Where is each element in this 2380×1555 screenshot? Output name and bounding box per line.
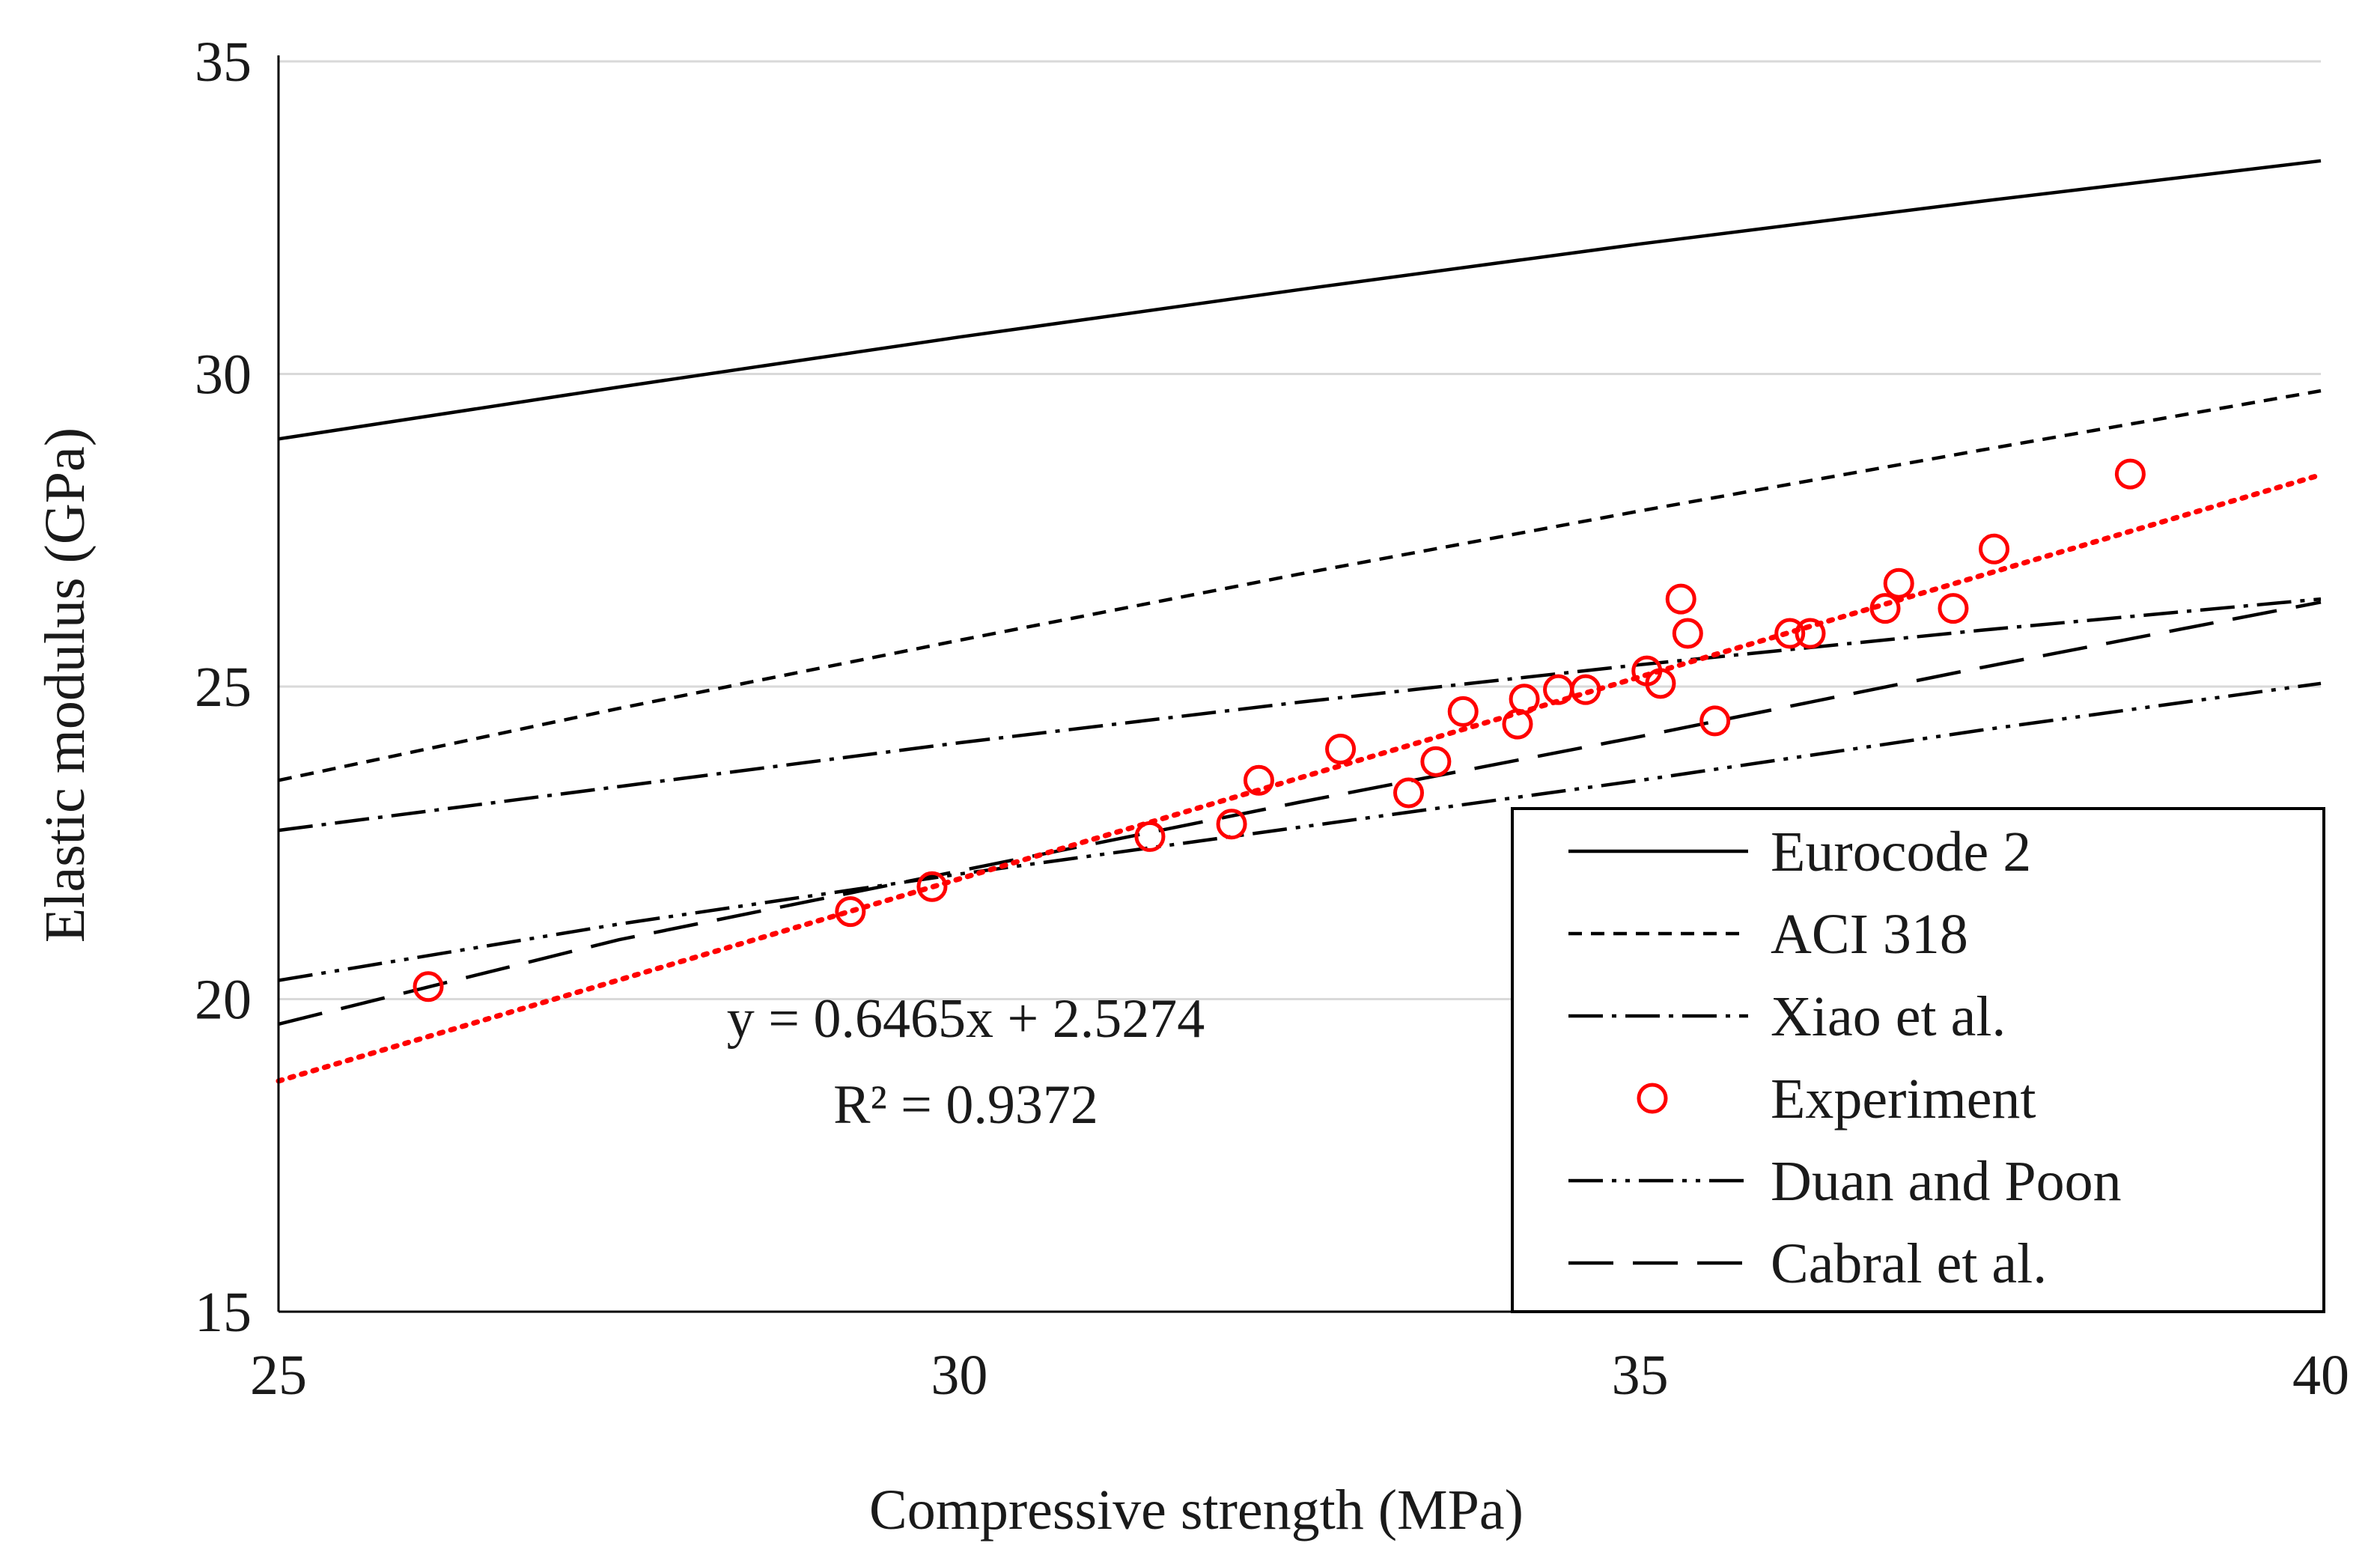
series-line-eurocode-2 <box>278 159 2322 441</box>
experiment-point-24 <box>1938 593 1969 624</box>
series-line-aci-318 <box>278 389 2322 782</box>
experiment-point-23 <box>1883 567 1914 599</box>
x-tick-label-35: 35 <box>1612 1344 1669 1407</box>
x-axis-title: Compressive strength (MPa) <box>869 1479 1524 1542</box>
axes: 15 20 25 30 35 25 30 35 40 <box>195 31 2349 1407</box>
legend-label-experiment: Experiment <box>1771 1068 2036 1131</box>
legend-label-aci-318: ACI 318 <box>1771 903 1968 966</box>
experiment-point-17 <box>1665 583 1696 615</box>
experiment-markers <box>413 458 2146 1002</box>
legend-label-eurocode-2: Eurocode 2 <box>1771 821 2031 883</box>
experiment-point-4 <box>1134 821 1166 852</box>
experiment-point-10 <box>1447 696 1479 727</box>
legend-label-xiao-et-al: Xiao et al. <box>1771 985 2006 1048</box>
r-squared-label: R² = 0.9372 <box>833 1074 1098 1136</box>
experiment-point-18 <box>1672 618 1703 649</box>
y-tick-label-15: 15 <box>195 1281 252 1344</box>
experiment-trendline <box>276 472 2324 1084</box>
series-lines <box>278 159 2322 1026</box>
experiment-point-5 <box>1216 809 1247 840</box>
experiment-point-22 <box>1869 593 1901 624</box>
experiment-point-14 <box>1570 674 1601 705</box>
trendline-layer <box>276 472 2324 1084</box>
legend-label-duan-and-poon: Duan and Poon <box>1771 1150 2122 1213</box>
y-axis-title: Elastic modulus (GPa) <box>34 427 97 943</box>
experiment-point-13 <box>1543 674 1574 705</box>
y-tick-label-25: 25 <box>195 656 252 719</box>
experiment-point-12 <box>1509 684 1540 715</box>
experiment-point-9 <box>1420 746 1452 777</box>
experiment-point-25 <box>1979 533 2010 565</box>
experiment-point-2 <box>835 896 866 928</box>
x-tick-label-40: 40 <box>2292 1344 2349 1407</box>
legend: Eurocode 2 ACI 318 Xiao et al. Experiment Du… <box>1511 807 2325 1313</box>
legend-swatch-experiment <box>1637 1083 1668 1114</box>
series-line-duan-and-poon <box>278 681 2322 982</box>
y-tick-label-20: 20 <box>195 969 252 1032</box>
y-tick-label-35: 35 <box>195 31 252 94</box>
series-line-xiao-et-al <box>278 597 2322 833</box>
equation-label: y = 0.6465x + 2.5274 <box>727 988 1205 1050</box>
y-tick-label-30: 30 <box>195 344 252 407</box>
experiment-point-6 <box>1243 764 1274 796</box>
x-tick-label-30: 30 <box>931 1344 987 1407</box>
experiment-point-20 <box>1774 618 1806 649</box>
x-tick-label-25: 25 <box>250 1344 307 1407</box>
legend-label-cabral-et-al: Cabral et al. <box>1771 1232 2047 1295</box>
experiment-point-21 <box>1795 618 1826 649</box>
experiment-point-26 <box>2114 458 2146 490</box>
experiment-point-3 <box>916 871 948 902</box>
legend-box <box>1511 807 2325 1313</box>
experiment-point-8 <box>1393 777 1424 809</box>
series-line-cabral-et-al <box>278 600 2322 1026</box>
experiment-point-19 <box>1699 705 1731 737</box>
experiment-point-7 <box>1325 734 1357 764</box>
experiment-point-1 <box>413 971 444 1002</box>
experiment-point-16 <box>1645 668 1676 699</box>
